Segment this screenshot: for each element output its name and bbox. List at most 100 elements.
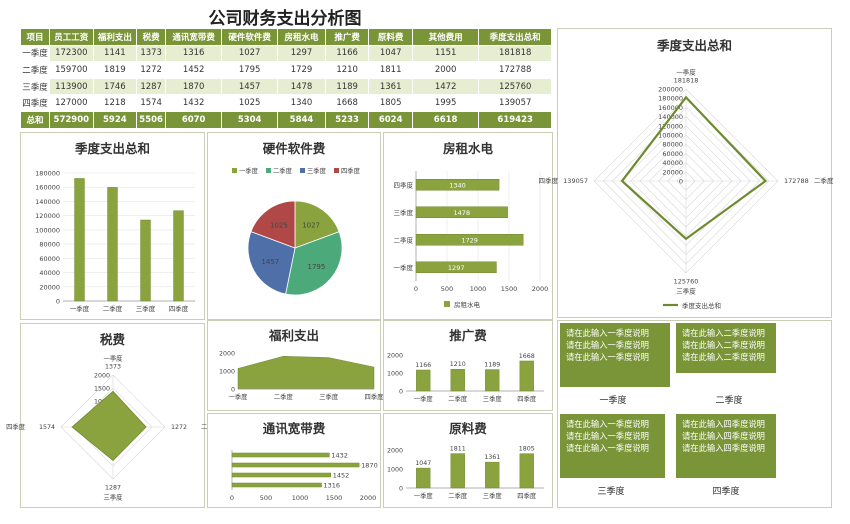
data-label: 1729 <box>461 236 478 244</box>
hw-pie-panel: 硬件软件费 1027 1795 1457 1025 一季度 二季度 三季度 四季度 <box>207 132 381 320</box>
table-cell: 619423 <box>478 110 552 129</box>
note-line: 请在此输入二季度说明 <box>682 352 765 362</box>
category-label: 一季度 <box>104 354 124 363</box>
radar-series <box>71 390 147 462</box>
x-tick-label: 四季度 <box>517 394 537 403</box>
table-cell: 1795 <box>221 61 279 79</box>
table-cell: 1574 <box>136 94 167 112</box>
x-tick-label: 1500 <box>326 494 343 502</box>
data-label: 1027 <box>302 221 320 229</box>
table-cell: 1151 <box>411 44 480 63</box>
table-cell: 四季度 <box>19 94 51 112</box>
table-cell: 5844 <box>277 110 326 129</box>
table-row: 一季度 172300 1141 1373 1316 1027 1297 1166 1047 115… <box>19 44 552 63</box>
x-tick-label: 三季度 <box>319 392 339 401</box>
table-cell: 1218 <box>92 94 138 112</box>
page-title: 公司财务支出分析图 <box>208 9 362 29</box>
table-cell: 1316 <box>165 44 223 63</box>
legend-swatch <box>266 168 271 173</box>
y-tick-label: 80000 <box>39 241 60 249</box>
table-cell: 1141 <box>92 44 138 63</box>
total-bar-chart: 0 20000 40000 60000 80000 100000 120000 140000 1… <box>35 170 195 313</box>
q4-note[interactable]: 请在此输入四季度说明 请在此输入四季度说明 请在此输入四季度说明 <box>676 414 776 478</box>
table-cell: 1668 <box>324 94 370 112</box>
data-label: 181818 <box>674 77 699 85</box>
q3-note[interactable]: 请在此输入一季度说明 请在此输入一季度说明 请在此输入一季度说明 <box>560 414 665 478</box>
table-header-cell: 季度支出总和 <box>478 28 552 46</box>
data-label: 1025 <box>270 221 288 229</box>
radial-tick-label: 2000 <box>94 373 110 380</box>
note-line: 请在此输入四季度说明 <box>682 443 765 453</box>
y-tick-label: 1000 <box>387 371 403 378</box>
radial-tick-label: 60000 <box>662 150 683 158</box>
x-tick-label: 1000 <box>470 285 487 293</box>
y-tick-label: 二季度 <box>394 235 414 244</box>
tax-panel: 税费 05001000150020001373一季度1272二季度1287三季度… <box>6 323 221 508</box>
table-header-row: 项目 员工工资 福利支出 税费 通讯宽带费 硬件软件费 房租水电 推广费 原料费 其他费用 季度支出… <box>19 28 552 46</box>
finance-table: 项目 员工工资 福利支出 税费 通讯宽带费 硬件软件费 房租水电 推广费 原料费 其他费用 季度支出… <box>19 28 552 129</box>
note-line: 请在此输入一季度说明 <box>566 419 649 429</box>
total-bar-panel: 季度支出总和 0 20000 40000 60000 80000 100000 120000… <box>20 132 205 320</box>
table-cell: 1373 <box>136 44 167 63</box>
table-cell: 1805 <box>368 94 413 112</box>
q1-note[interactable]: 请在此输入一季度说明 请在此输入一季度说明 请在此输入一季度说明 <box>560 323 670 387</box>
table-row: 三季度 113900 1746 1287 1870 1457 1478 1189 1361 147… <box>19 77 552 96</box>
x-tick-label: 二季度 <box>448 394 468 403</box>
q2-note[interactable]: 请在此输入二季度说明 请在此输入二季度说明 请在此输入二季度说明 <box>676 323 776 373</box>
pie-slice <box>250 200 296 249</box>
table-cell: 1210 <box>324 61 370 79</box>
table-header-cell: 员工工资 <box>49 28 94 46</box>
table-cell: 5304 <box>221 110 279 129</box>
chart-title: 通讯宽带费 <box>262 421 326 436</box>
table-cell: 三季度 <box>19 77 51 96</box>
data-label: 1210 <box>450 361 466 368</box>
category-label: 二季度 <box>814 176 834 185</box>
table-cell: 127000 <box>49 94 94 112</box>
table-cell: 181818 <box>478 44 552 63</box>
chart-title: 原料费 <box>449 421 487 436</box>
table-total-row: 总和 572900 5924 5506 6070 5304 5844 5233 6024 6618… <box>19 110 552 129</box>
chart-title: 推广费 <box>449 328 487 343</box>
bar <box>416 467 431 489</box>
table-cell: 一季度 <box>19 44 51 63</box>
table-header-cell: 福利支出 <box>92 28 138 46</box>
table-cell: 1432 <box>165 94 223 112</box>
y-tick-label: 180000 <box>35 170 60 178</box>
radial-tick-label: 80000 <box>662 141 683 149</box>
bar <box>416 369 431 392</box>
table-cell: 1870 <box>165 77 223 96</box>
y-tick-label: 60000 <box>39 255 60 263</box>
bar <box>415 206 508 218</box>
y-tick-label: 2000 <box>219 351 235 358</box>
table-cell: 1272 <box>136 61 167 79</box>
y-tick-label: 0 <box>399 486 403 493</box>
table-cell: 1047 <box>368 44 413 63</box>
x-tick-label: 三季度 <box>483 394 503 403</box>
chart-title: 房租水电 <box>442 141 493 156</box>
hw-pie-chart: 1027 1795 1457 1025 一季度 二季度 三季度 四季度 <box>232 166 361 296</box>
data-label: 1795 <box>307 263 325 271</box>
y-tick-label: 40000 <box>39 269 60 277</box>
table-row: 四季度 127000 1218 1574 1432 1025 1340 1668 1805 199… <box>19 94 552 112</box>
notes-panel: 请在此输入一季度说明 请在此输入一季度说明 请在此输入一季度说明 请在此输入二季… <box>557 320 832 508</box>
legend-swatch <box>300 168 305 173</box>
legend-label: 一季度 <box>239 166 259 175</box>
x-tick-label: 二季度 <box>274 392 294 401</box>
y-tick-label: 100000 <box>35 226 60 234</box>
bar <box>519 453 534 489</box>
note-line: 请在此输入一季度说明 <box>566 340 649 350</box>
bar <box>450 368 465 392</box>
table-cell: 1472 <box>411 77 480 96</box>
y-tick-label: 0 <box>56 298 60 306</box>
table-cell: 1340 <box>277 94 326 112</box>
category-label: 四季度 <box>539 176 559 185</box>
legend-swatch <box>334 168 339 173</box>
x-tick-label: 一季度 <box>414 491 434 500</box>
radial-tick-label: 200000 <box>658 86 683 94</box>
radial-tick-label: 40000 <box>662 159 683 167</box>
data-label: 1287 <box>105 485 121 492</box>
data-label: 1432 <box>331 452 348 460</box>
pie-slice <box>285 231 343 296</box>
note-line: 请在此输入四季度说明 <box>682 431 765 441</box>
category-label: 四季度 <box>6 422 26 431</box>
